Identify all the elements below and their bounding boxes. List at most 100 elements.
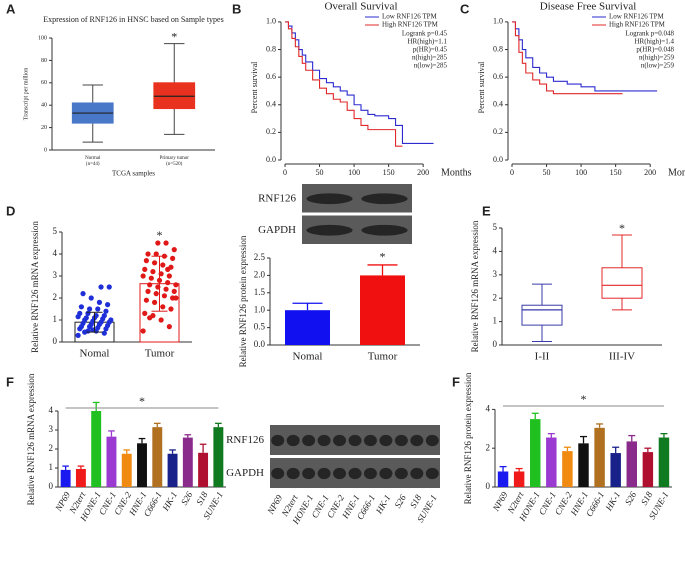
bar bbox=[182, 437, 193, 487]
y-tick-label: 4 bbox=[486, 403, 491, 413]
y-tick-label: 2 bbox=[49, 443, 54, 453]
legend-label: High RNF126 TPM bbox=[609, 21, 666, 29]
y-axis-label: Percent survival bbox=[477, 61, 486, 114]
data-point bbox=[161, 293, 168, 299]
data-point bbox=[150, 269, 156, 275]
data-point bbox=[95, 306, 101, 312]
bar bbox=[546, 437, 557, 487]
y-tick-label: 0 bbox=[53, 336, 58, 346]
legend-label: High RNF126 TPM bbox=[382, 21, 439, 29]
significance-star: * bbox=[380, 250, 386, 264]
x-tick-label: 150 bbox=[383, 168, 395, 177]
box bbox=[521, 304, 563, 326]
blot-band bbox=[379, 467, 393, 480]
panel-letter: A bbox=[6, 1, 16, 16]
data-point bbox=[108, 317, 114, 323]
data-point bbox=[88, 295, 94, 301]
blot-band bbox=[425, 434, 439, 447]
data-point bbox=[171, 288, 177, 294]
x-tick-label: 150 bbox=[610, 168, 622, 177]
blot-lane-label: S26 bbox=[392, 493, 408, 510]
stat-label: n(high)=259 bbox=[639, 54, 675, 62]
blot-band bbox=[379, 434, 393, 447]
bar bbox=[152, 427, 163, 487]
x-tick-label: S26 bbox=[623, 490, 639, 507]
significance-star: * bbox=[581, 392, 587, 406]
bar bbox=[106, 436, 117, 487]
blot-band bbox=[394, 434, 408, 447]
blot-band bbox=[306, 224, 353, 236]
data-point bbox=[147, 315, 153, 321]
y-tick-label: 0.2 bbox=[266, 127, 276, 136]
bar bbox=[658, 437, 670, 487]
legend-label: Low RNF126 TPM bbox=[609, 13, 664, 21]
bar bbox=[360, 275, 405, 345]
blot-band bbox=[302, 434, 316, 447]
data-point bbox=[140, 328, 146, 334]
bar bbox=[121, 453, 132, 487]
data-point bbox=[148, 275, 154, 281]
x-tick-label: S18 bbox=[639, 490, 655, 507]
y-tick-label: 2 bbox=[53, 292, 58, 302]
blot-band bbox=[348, 434, 362, 447]
y-axis-label: Relative RNF126 mRNA expression bbox=[26, 373, 36, 505]
y-tick-label: 0 bbox=[49, 481, 54, 491]
y-tick-label: 5 bbox=[493, 222, 498, 232]
panel-letter: E bbox=[482, 203, 491, 218]
y-tick-label: 0 bbox=[486, 481, 491, 491]
y-tick-label: 1 bbox=[493, 316, 498, 326]
x-axis-label: TCGA samples bbox=[112, 170, 155, 178]
y-axis-label: Relative RNF126 mRNA expression bbox=[30, 221, 40, 353]
data-point bbox=[80, 291, 86, 297]
bar bbox=[642, 452, 654, 487]
data-point bbox=[83, 315, 89, 321]
data-point bbox=[147, 282, 153, 288]
y-tick-label: 2 bbox=[493, 292, 498, 302]
y-tick-label: 0.6 bbox=[266, 72, 276, 81]
blot-band bbox=[363, 467, 377, 480]
data-point bbox=[155, 240, 161, 246]
x-tick-label: 50 bbox=[543, 168, 551, 177]
data-point bbox=[96, 299, 103, 305]
y-axis-label: Relative RNF126 protein expression bbox=[238, 235, 248, 367]
data-point bbox=[151, 299, 158, 305]
x-tick-label: I-II bbox=[535, 351, 550, 363]
significance-star: * bbox=[171, 29, 177, 43]
y-tick-label: 0 bbox=[44, 147, 47, 153]
y-tick-label: 0.4 bbox=[266, 100, 276, 109]
survival-curve bbox=[512, 21, 623, 95]
y-axis-label: Relative RNF126 mRNA expression bbox=[470, 220, 480, 352]
bar bbox=[610, 453, 621, 487]
significance-star: * bbox=[157, 228, 163, 242]
y-tick-label: 0.8 bbox=[266, 44, 276, 53]
panel-letter: D bbox=[6, 203, 15, 218]
x-tick-label: 0 bbox=[283, 168, 287, 177]
data-point bbox=[171, 247, 177, 253]
y-tick-label: 1 bbox=[53, 314, 58, 324]
blot-band bbox=[286, 434, 300, 447]
data-point bbox=[145, 288, 151, 294]
data-point bbox=[145, 251, 151, 257]
data-point bbox=[165, 280, 171, 286]
x-tick-label: Tumor bbox=[368, 351, 398, 363]
bar bbox=[137, 443, 147, 487]
data-point bbox=[75, 332, 81, 338]
blot-band bbox=[333, 434, 347, 447]
y-tick-label: 2.5 bbox=[254, 252, 266, 262]
stat-label: n(low)=285 bbox=[414, 62, 448, 70]
y-tick-label: 1.5 bbox=[254, 287, 266, 297]
data-point bbox=[166, 273, 172, 279]
panel-letter: F bbox=[6, 374, 14, 389]
bar bbox=[285, 310, 330, 345]
y-tick-label: 4 bbox=[49, 405, 54, 415]
x-tick-label: Nomal bbox=[293, 351, 323, 363]
bar bbox=[497, 471, 509, 487]
bar bbox=[578, 443, 589, 487]
data-point bbox=[151, 260, 158, 266]
legend-label: Low RNF126 TPM bbox=[382, 13, 437, 21]
bar bbox=[562, 451, 573, 487]
blot-band bbox=[410, 467, 424, 480]
y-tick-label: 3 bbox=[53, 270, 58, 280]
blot-band bbox=[425, 467, 439, 480]
data-point bbox=[158, 317, 164, 323]
